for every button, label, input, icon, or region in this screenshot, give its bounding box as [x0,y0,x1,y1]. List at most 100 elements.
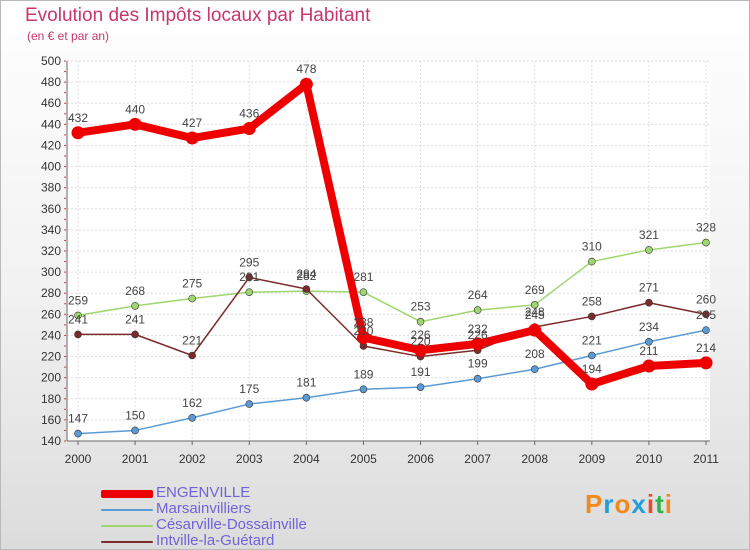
data-label: 432 [68,111,88,125]
data-label: 150 [125,408,145,422]
data-label: 268 [125,284,145,298]
y-tick-label: 500 [41,54,61,68]
data-point-marsainvilliers [359,385,368,394]
data-point-intville-la-guetard [588,312,596,321]
data-label: 248 [525,305,545,319]
data-point-intville-la-guetard [245,273,254,282]
data-label: 181 [296,376,316,390]
y-tick-label: 440 [41,117,61,131]
legend-swatch-cesarville-dossainville [101,525,153,527]
y-tick-label: 180 [41,392,61,406]
x-tick-label: 2002 [179,452,206,466]
data-label: 194 [582,362,602,376]
data-label: 241 [68,312,88,326]
data-point-engenville [414,343,428,357]
data-point-marsainvilliers [702,326,710,334]
y-tick-label: 220 [41,350,61,364]
data-label: 162 [182,396,202,410]
data-label: 310 [582,240,602,254]
data-label: 220 [411,335,431,349]
data-label: 211 [639,344,658,358]
y-tick-label: 460 [41,96,61,110]
y-tick-label: 140 [41,434,61,448]
data-label: 238 [353,316,373,330]
logo-letter: i [664,489,673,519]
legend-swatch-engenville [101,490,153,498]
data-label: 241 [125,312,145,326]
data-label: 259 [68,293,88,307]
data-point-engenville [528,323,542,337]
x-tick-label: 2000 [65,452,92,466]
x-tick-label: 2005 [350,452,377,466]
data-point-marsainvilliers [245,400,254,408]
legend: ENGENVILLE Marsainvilliers Césarville-Do… [101,484,361,549]
data-point-cesarville-dossainville [359,288,368,296]
legend-swatch-intville-la-guetard [101,541,153,543]
series-lines [71,77,713,438]
legend-swatch-marsainvilliers [101,509,153,511]
data-point-intville-la-guetard [302,285,311,293]
data-point-marsainvilliers [588,351,596,360]
data-label: 436 [239,107,259,121]
x-tick-label: 2004 [293,452,320,466]
data-point-marsainvilliers [131,426,139,435]
x-tick-label: 2006 [407,452,434,466]
series-line-cesarville-dossainville [77,241,707,323]
x-tick-label: 2008 [521,452,548,466]
legend-item-cesarville-dossainville: Césarville-Dossainville [101,516,361,533]
data-point-cesarville-dossainville [473,306,482,314]
legend-label: Marsainvilliers [156,500,252,517]
axes: 140 160 180 200 220 240 260 280 300 320 340 360 380 4… [41,54,719,466]
y-tick-label: 480 [41,75,61,89]
data-point-engenville [471,337,485,351]
logo-letter: x [631,489,647,519]
data-label: 221 [182,334,202,348]
data-point-intville-la-guetard [74,330,82,339]
data-point-intville-la-guetard [702,310,710,319]
y-tick-label: 280 [41,286,61,300]
data-label: 245 [525,308,545,322]
chart-title: Evolution des Impôts locaux par Habitant [25,5,371,26]
data-label: 281 [239,270,259,284]
data-label: 199 [468,357,488,371]
data-label: 147 [68,412,88,426]
y-tick-label: 420 [41,138,61,152]
x-tick-label: 2007 [464,452,491,466]
data-label: 281 [353,270,373,284]
data-point-marsainvilliers [645,337,653,346]
series-line-marsainvilliers [77,329,707,435]
legend-label: ENGENVILLE [156,484,251,501]
data-label: 258 [582,294,602,308]
data-label: 271 [639,281,659,295]
chart-subtitle: (en € et par an) [27,29,110,43]
series-line-engenville [74,80,710,388]
legend-item-engenville: ENGENVILLE [101,484,361,501]
data-label: 232 [468,322,488,336]
data-label: 208 [525,347,545,361]
data-point-cesarville-dossainville [530,301,539,309]
logo-letter: P [585,489,604,519]
data-point-engenville [185,131,199,145]
data-label: 478 [296,62,316,76]
logo-letter: t [655,489,665,519]
data-label: 260 [696,292,716,306]
data-point-cesarville-dossainville [131,302,139,310]
y-tick-label: 300 [41,265,61,279]
data-label: 226 [411,328,431,342]
legend-item-intville-la-guetard: Intville-la-Guétard [101,532,361,549]
data-label: 214 [696,341,716,355]
y-tick-label: 160 [41,413,61,427]
data-label: 269 [525,283,545,297]
data-label: 175 [239,382,259,396]
data-label: 321 [639,228,659,242]
y-tick-label: 240 [41,328,61,342]
grid-lines [67,60,710,442]
data-label: 189 [353,367,373,381]
x-tick-label: 2009 [578,452,605,466]
data-point-marsainvilliers [530,365,539,374]
y-tick-label: 260 [41,307,61,321]
y-tick-label: 380 [41,181,61,195]
data-label: 230 [353,324,373,338]
